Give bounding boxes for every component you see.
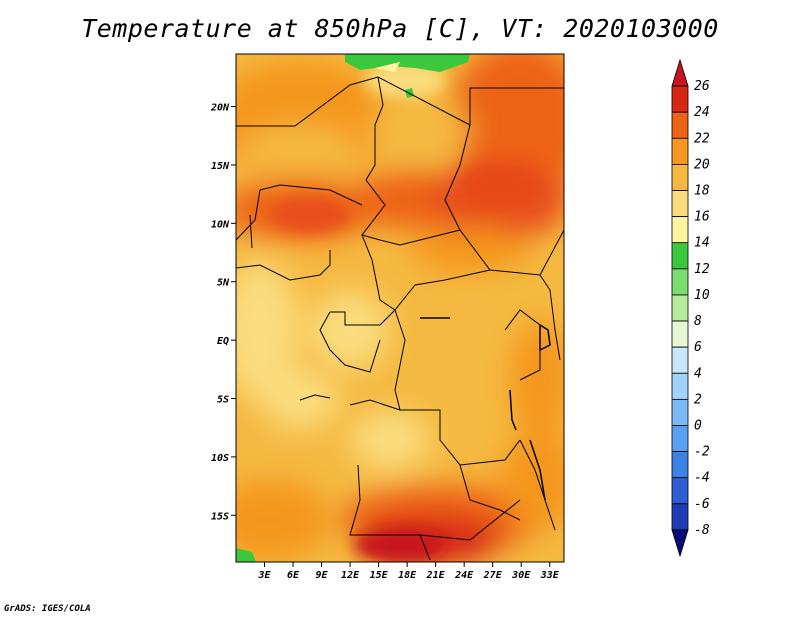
colorbar-label: -2	[694, 445, 710, 460]
chart-title: Temperature at 850hPa [C], VT: 202010300…	[81, 14, 719, 43]
colorbar-swatch	[671, 58, 689, 87]
colorbar-label: 6	[694, 340, 702, 355]
x-tick-label: 33E	[540, 570, 560, 581]
colorbar-label: 4	[694, 366, 702, 381]
colorbar-swatch	[671, 503, 689, 531]
colorbar-label: 8	[694, 314, 702, 329]
colorbar-swatch	[671, 164, 689, 191]
x-axis: 3E 6E 9E 12E 15E 18E 21E 24E 27E 30E 33E	[257, 562, 560, 581]
y-tick-label: 15S	[211, 511, 229, 522]
x-tick-label: 30E	[511, 570, 531, 581]
colorbar-label: 24	[694, 105, 710, 120]
colorbar-swatch	[671, 268, 689, 296]
map-frame	[235, 53, 565, 563]
x-tick-label: 18E	[398, 570, 417, 581]
colorbar-label: 12	[694, 262, 710, 277]
y-tick-label: 20N	[210, 103, 230, 114]
lakes	[420, 317, 551, 501]
colorbar-swatch	[671, 451, 689, 479]
colorbar-label: 20	[694, 157, 710, 172]
colorbar-swatch	[671, 477, 689, 505]
colorbar-label: 16	[694, 210, 710, 225]
colorbar-swatch	[671, 425, 689, 452]
y-tick-label: 10N	[211, 219, 230, 230]
x-tick-label: 6E	[287, 570, 300, 581]
y-tick-label: 5N	[217, 278, 230, 289]
colorbar-label: -4	[694, 471, 710, 486]
colorbar-label: 2	[694, 392, 702, 407]
colorbar-swatch	[671, 242, 689, 270]
colorbar-swatch	[671, 346, 689, 374]
colorbar-swatch	[671, 137, 689, 165]
colorbar-swatch	[671, 529, 689, 558]
country-borders	[236, 76, 564, 561]
y-tick-label: 10S	[211, 453, 229, 464]
colorbar-label: 10	[694, 288, 710, 303]
x-tick-label: 24E	[454, 570, 474, 581]
colorbar-swatch	[671, 372, 689, 400]
colorbar-swatch	[671, 190, 689, 218]
x-tick-label: 9E	[316, 570, 329, 581]
colorbar-swatch	[671, 111, 689, 139]
colorbar-label: -6	[694, 497, 710, 512]
y-tick-label: 5S	[217, 395, 229, 406]
colorbar-swatch	[671, 320, 689, 348]
colorbar-swatch	[671, 398, 689, 426]
x-tick-label: 12E	[341, 570, 360, 581]
colorbar-label: 26	[694, 79, 710, 94]
colorbar-label: 14	[694, 236, 710, 251]
colorbar-swatch	[671, 216, 689, 244]
colorbar-swatch	[671, 294, 689, 322]
colorbar-swatch	[671, 85, 689, 113]
x-tick-label: 21E	[426, 570, 446, 581]
y-tick-label: EQ	[217, 336, 229, 347]
grads-credit: GrADS: IGES/COLA	[4, 604, 91, 614]
colorbar-label: 22	[694, 131, 710, 146]
temperature-field	[236, 54, 564, 562]
y-axis: 20N 15N 10N 5N EQ 5S 10S 15S	[210, 103, 236, 522]
y-tick-label: 15N	[211, 161, 230, 172]
x-tick-label: 3E	[257, 570, 271, 581]
colorbar-label: -8	[694, 523, 710, 538]
colorbar-label: 0	[694, 418, 702, 433]
colorbar-label: 18	[694, 184, 710, 199]
x-tick-label: 27E	[483, 570, 503, 581]
x-tick-label: 15E	[370, 570, 389, 581]
